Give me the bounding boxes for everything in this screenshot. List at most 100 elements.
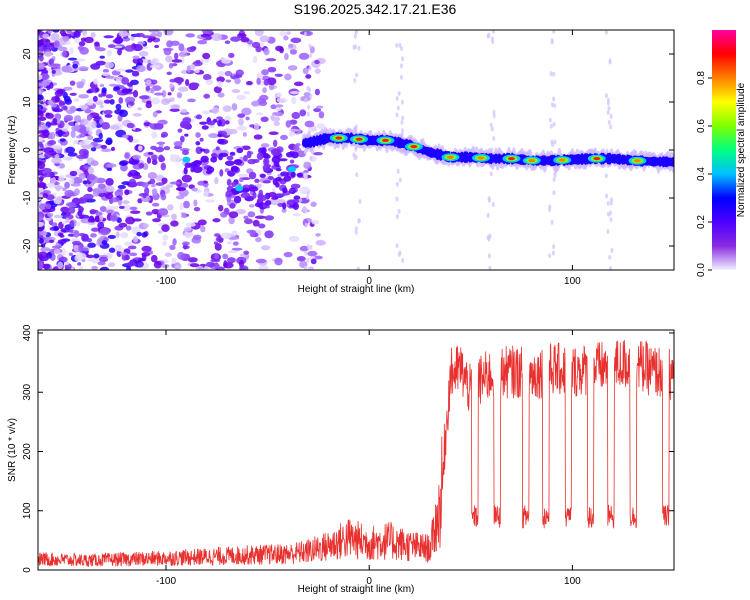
noise-speck — [172, 238, 177, 246]
noise-speck — [115, 231, 120, 238]
noise-speck — [235, 208, 247, 215]
streak-speck — [551, 142, 555, 148]
noise-speck — [177, 128, 183, 133]
streak-speck — [552, 30, 556, 34]
noise-speck — [62, 187, 67, 192]
noise-speck — [105, 75, 115, 79]
cluster-speck — [257, 193, 264, 200]
noise-speck — [38, 154, 46, 159]
streak-speck — [610, 197, 614, 203]
noise-speck — [73, 97, 80, 103]
cluster-speck — [265, 199, 272, 206]
noise-speck — [108, 247, 116, 253]
noise-speck — [72, 63, 79, 69]
streak-speck — [395, 213, 399, 219]
noise-speck — [170, 40, 180, 46]
noise-speck — [77, 262, 82, 266]
noise-speck — [108, 83, 118, 87]
noise-speck — [109, 99, 115, 105]
noise-speck — [243, 250, 250, 255]
noise-speck — [274, 257, 283, 266]
noise-speck — [283, 251, 293, 258]
cluster-speck — [195, 141, 201, 146]
noise-speck — [48, 122, 58, 126]
noise-speck — [103, 35, 114, 39]
noise-speck — [108, 125, 120, 130]
cluster-speck — [196, 114, 202, 120]
streak-speck — [548, 117, 552, 123]
noise-speck — [161, 90, 167, 98]
noise-speck — [137, 262, 144, 268]
noise-speck — [59, 30, 66, 35]
streak-speck — [604, 93, 608, 99]
noise-speck — [187, 98, 196, 103]
streak-speck — [606, 229, 610, 235]
noise-speck — [271, 116, 281, 122]
noise-speck — [203, 93, 211, 99]
cluster-speck — [219, 169, 224, 177]
noise-speck — [103, 99, 111, 104]
noise-speck — [173, 145, 183, 150]
noise-speck — [276, 92, 282, 98]
streak-speck — [304, 250, 308, 256]
noise-speck — [38, 177, 43, 183]
noise-speck — [105, 94, 114, 99]
noise-speck — [165, 55, 173, 63]
noise-speck — [45, 45, 54, 51]
noise-speck — [122, 134, 129, 139]
noise-speck — [228, 52, 235, 59]
noise-speck — [78, 41, 86, 47]
streak-speck — [304, 207, 308, 213]
streak-speck — [307, 104, 311, 110]
noise-speck — [247, 211, 256, 218]
noise-speck — [38, 45, 46, 52]
noise-speck — [255, 112, 264, 116]
cluster-speck — [271, 156, 281, 164]
streak-speck — [609, 217, 613, 223]
noise-speck — [193, 199, 198, 207]
noise-speck — [208, 133, 219, 139]
noise-speck — [48, 239, 55, 244]
noise-speck — [180, 56, 185, 65]
noise-speck — [62, 105, 68, 111]
noise-speck — [118, 222, 128, 228]
noise-speck — [241, 107, 252, 116]
noise-speck — [43, 172, 53, 178]
noise-speck — [311, 219, 320, 225]
noise-speck — [237, 70, 244, 75]
noise-speck — [160, 98, 171, 106]
noise-speck — [287, 65, 298, 71]
cluster-speck — [262, 164, 271, 172]
noise-speck — [263, 47, 270, 56]
streak-speck — [353, 78, 357, 84]
noise-speck — [148, 30, 159, 33]
cluster-speck — [290, 171, 296, 178]
noise-speck — [272, 139, 278, 148]
noise-speck — [99, 227, 110, 236]
cluster-speck — [275, 164, 280, 168]
streak-speck — [357, 45, 361, 51]
noise-speck — [118, 30, 128, 38]
streak-speck — [604, 30, 608, 35]
noise-speck — [83, 193, 94, 200]
noise-speck — [237, 173, 249, 178]
noise-speck — [181, 174, 193, 183]
noise-speck — [226, 128, 238, 135]
noise-speck — [40, 38, 50, 43]
noise-speck — [53, 248, 61, 255]
noise-speck — [215, 236, 222, 242]
noise-speck — [142, 223, 149, 228]
streak-speck — [309, 155, 313, 161]
colorbar-tick-label: 0.0 — [696, 263, 707, 277]
snr-frame — [37, 329, 675, 571]
noise-speck — [293, 81, 304, 87]
noise-speck — [313, 255, 323, 260]
noise-speck — [174, 52, 179, 60]
streak-speck — [355, 72, 359, 78]
noise-speck — [160, 263, 170, 268]
noise-speck — [189, 64, 196, 70]
cluster-speck — [252, 158, 260, 164]
streak-speck — [492, 30, 496, 34]
noise-speck — [119, 85, 125, 90]
noise-speck — [151, 154, 158, 161]
